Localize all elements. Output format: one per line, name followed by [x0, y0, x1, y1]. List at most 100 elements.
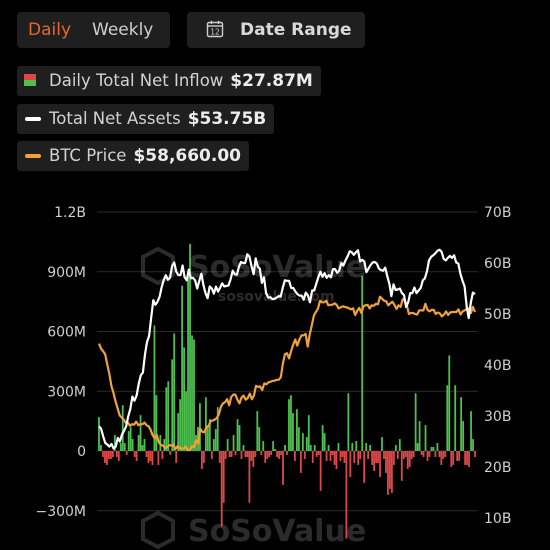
inflow-bar — [402, 451, 405, 459]
inflow-bar — [385, 451, 387, 473]
sosovalue-logo-icon — [141, 246, 175, 286]
inflow-bar — [248, 451, 251, 503]
inflow-bar — [106, 451, 108, 465]
legend-item-inflow[interactable]: Daily Total Net Inflow $27.87M — [17, 66, 321, 96]
inflow-bar — [260, 451, 263, 455]
inflow-bar — [432, 447, 435, 451]
inflow-bar — [426, 451, 429, 461]
date-range-button[interactable]: 12 Date Range — [187, 12, 365, 48]
tab-weekly[interactable]: Weekly — [92, 20, 154, 40]
inflow-bar — [297, 427, 300, 451]
inflow-bar — [390, 451, 393, 493]
inflow-bar — [242, 445, 245, 451]
inflow-bar — [212, 439, 215, 451]
inflow-bar — [179, 399, 182, 451]
y-axis-left: 1.2B 900M 600M 300M 0 −300M — [35, 205, 86, 520]
inflow-bar — [129, 427, 132, 451]
inflow-bar — [183, 347, 185, 451]
inflow-bar — [367, 451, 370, 459]
inflow-bar — [323, 433, 326, 451]
date-range-label: Date Range — [240, 20, 352, 40]
y-left-tick-label: 300M — [47, 384, 86, 400]
inflow-bar — [141, 445, 144, 451]
inflow-bar — [266, 451, 269, 459]
inflow-bar — [333, 451, 336, 465]
inflow-bar — [329, 451, 332, 461]
inflow-bar — [274, 449, 277, 451]
inflow-bar — [369, 445, 372, 451]
inflow-bar — [400, 451, 403, 481]
inflow-bar — [301, 433, 304, 451]
inflow-bar — [294, 451, 296, 461]
inflow-bar — [115, 451, 118, 457]
etf-flow-chart[interactable]: SoSoValue sosovalue.com SoSoValue 1.2B 90… — [0, 195, 550, 550]
inflow-bar — [216, 407, 219, 451]
btc-price-line — [97, 295, 477, 452]
inflow-bar — [430, 447, 433, 451]
y-right-tick-label: 70B — [484, 205, 511, 221]
inflow-bar — [199, 403, 201, 451]
tab-daily[interactable]: Daily — [28, 20, 72, 40]
legend-value: $27.87M — [230, 71, 313, 91]
inflow-bar — [143, 439, 146, 451]
inflow-bar — [389, 451, 391, 489]
inflow-bar — [317, 451, 320, 455]
inflow-bar — [464, 451, 467, 465]
inflow-bar — [189, 243, 191, 451]
inflow-bar — [446, 385, 449, 451]
inflow-bar — [121, 405, 124, 451]
inflow-bar — [286, 451, 288, 455]
inflow-bar — [167, 381, 170, 451]
y-right-tick-label: 40B — [484, 358, 511, 374]
net-assets-line — [98, 248, 476, 450]
inflow-bar — [311, 451, 314, 463]
inflow-bar — [125, 451, 128, 455]
inflow-bar — [145, 451, 148, 457]
inflow-bar — [100, 445, 102, 451]
inflow-bar — [246, 451, 249, 457]
inflow-bar — [111, 451, 114, 457]
inflow-bar — [438, 451, 441, 457]
inflow-bar — [288, 399, 290, 451]
inflow-bar — [191, 335, 193, 451]
inflow-bar — [169, 451, 172, 455]
inflow-bar — [201, 451, 203, 469]
inflow-bar — [422, 451, 425, 457]
inflow-bar — [127, 431, 130, 451]
inflow-bar — [177, 413, 180, 451]
inflow-bar — [335, 451, 338, 469]
inflow-bar — [454, 385, 457, 451]
inflow-bar — [187, 273, 189, 451]
inflow-bar — [466, 451, 468, 465]
inflow-bar — [418, 421, 421, 451]
inflow-bar — [104, 451, 106, 463]
inflow-bar — [406, 451, 409, 469]
inflow-bar — [331, 451, 334, 455]
y-left-tick-label: −300M — [35, 504, 86, 520]
inflow-bar — [123, 443, 126, 451]
inflow-bar — [236, 419, 239, 451]
inflow-bar — [404, 451, 407, 457]
period-toggle: Daily Weekly — [17, 12, 170, 48]
inflow-bar — [357, 451, 360, 465]
inflow-bar — [218, 451, 221, 463]
inflow-bar — [250, 451, 253, 461]
inflow-bar — [361, 275, 364, 451]
inflow-bar — [232, 435, 235, 451]
calendar-day-text: 12 — [210, 27, 220, 36]
inflow-bar — [303, 451, 306, 459]
inflow-bar — [107, 451, 110, 459]
inflow-bar — [470, 411, 472, 451]
inflow-bar — [420, 451, 423, 455]
inflow-bar — [292, 413, 294, 451]
legend-item-price[interactable]: BTC Price $58,660.00 — [17, 141, 249, 171]
inflow-bar — [319, 451, 322, 491]
inflow-bar — [321, 425, 324, 451]
inflow-bar — [444, 451, 447, 457]
inflow-bar — [278, 451, 280, 459]
inflow-bar — [256, 411, 259, 451]
y-right-tick-label: 30B — [484, 409, 511, 425]
legend-item-assets[interactable]: Total Net Assets $53.75B — [17, 104, 275, 134]
inflow-bar — [349, 451, 352, 477]
inflow-bar — [161, 451, 164, 459]
